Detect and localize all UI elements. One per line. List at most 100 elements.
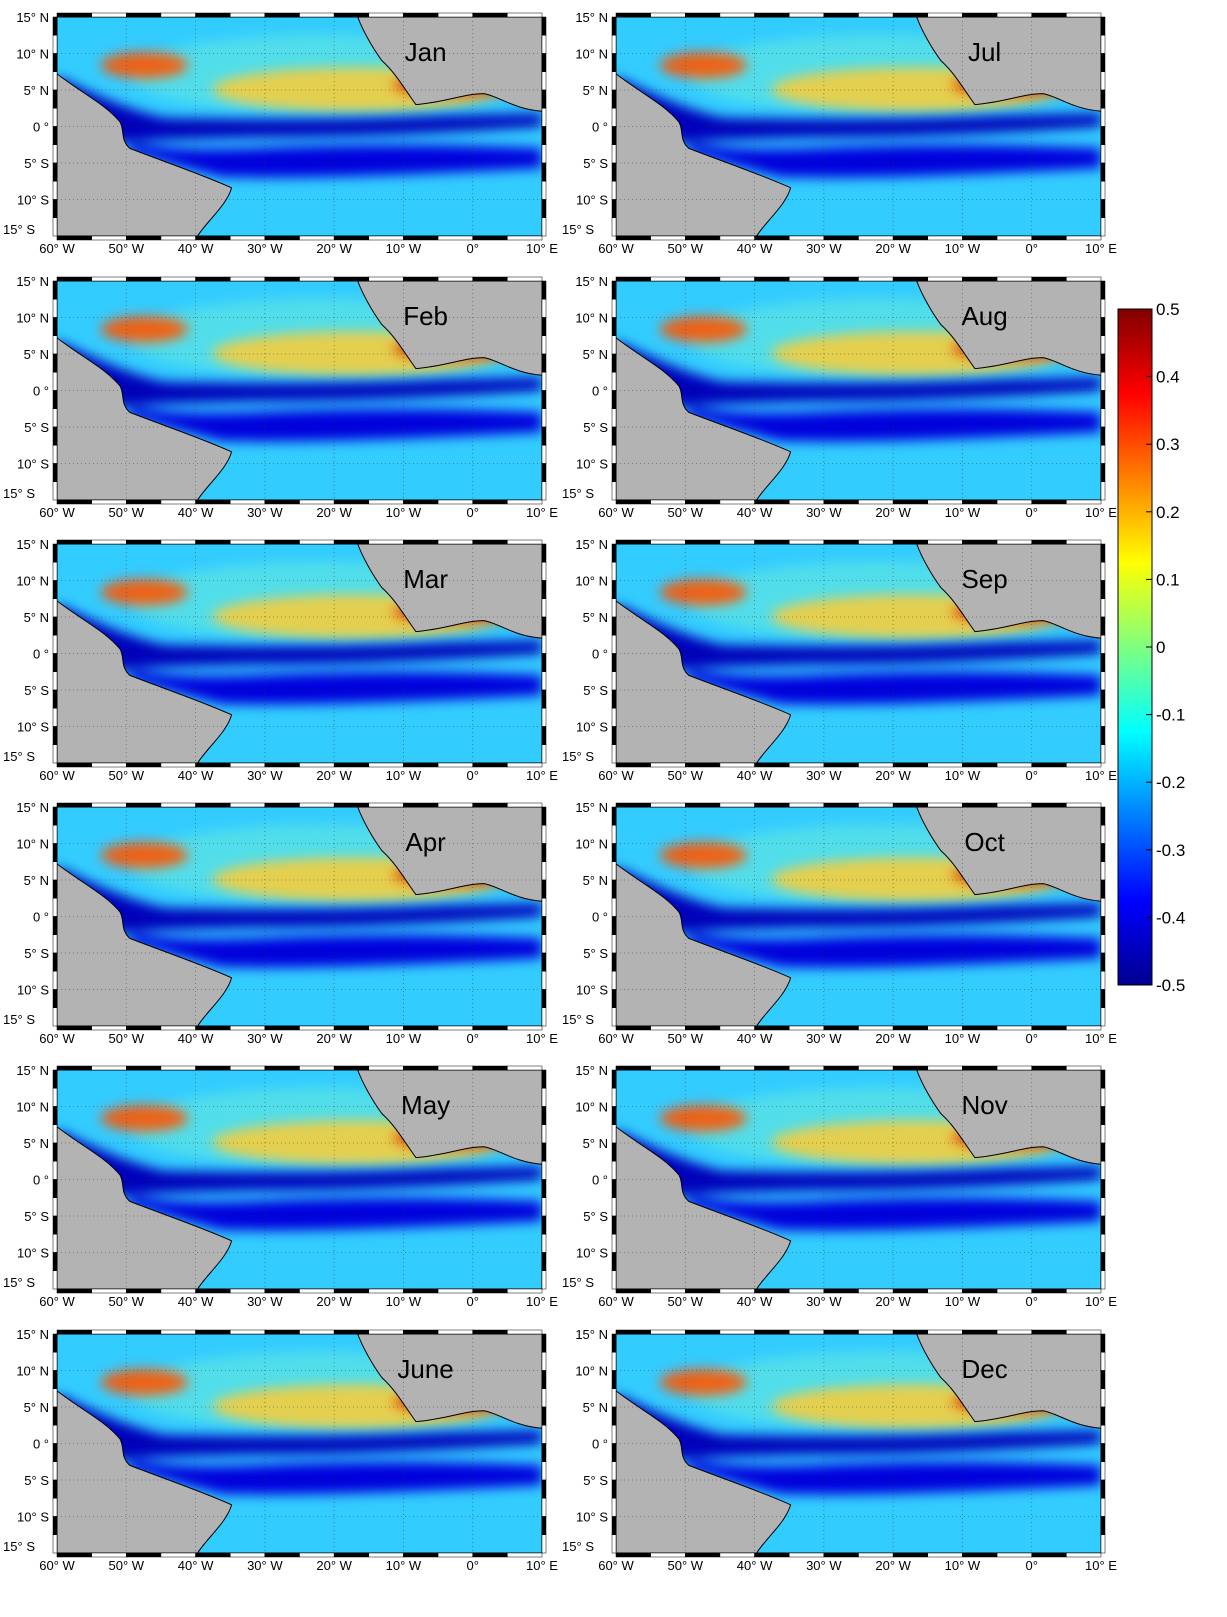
south-america-land — [616, 863, 792, 1026]
colorbar-tick-label: 0.4 — [1156, 368, 1180, 387]
lat-tick-label: 5° N — [24, 610, 49, 625]
south-america-land — [616, 1126, 792, 1289]
lat-tick-label: 10° N — [16, 1364, 49, 1379]
map-panel-apr: Apr 15° N 10° N 5° N 0 ° 5° S 10° S 15° S 60° W 5… — [3, 800, 558, 1046]
lon-tick-label: 40° W — [178, 505, 214, 520]
month-label: Aug — [961, 301, 1007, 331]
lon-tick-label: 40° W — [737, 1031, 773, 1046]
map-frame — [52, 1065, 547, 1294]
map-panel-jul: Jul 15° N 10° N 5° N 0 ° 5° S 10° S 15° S 60° W 5… — [562, 10, 1117, 256]
lon-tick-label: 40° W — [737, 768, 773, 783]
gridlines — [57, 1070, 542, 1289]
lon-tick-label: 10° E — [1085, 768, 1117, 783]
lon-tick-label: 60° W — [598, 768, 634, 783]
lat-tick-label: 15° S — [562, 1539, 594, 1554]
map-frame — [611, 276, 1106, 505]
lon-tick-label: 10° W — [945, 505, 981, 520]
lat-tick-label: 10° N — [16, 837, 49, 852]
lon-tick-label: 60° W — [598, 241, 634, 256]
lat-tick-label: 10° S — [576, 983, 608, 998]
lat-tick-label: 5° S — [24, 683, 49, 698]
lat-tick-label: 5° S — [583, 683, 608, 698]
africa-land — [357, 1070, 542, 1165]
south-america-land — [57, 863, 233, 1026]
south-america-land — [616, 337, 792, 500]
lat-tick-label: 10° S — [17, 983, 49, 998]
lat-tick-label: 15° N — [16, 1063, 49, 1078]
lon-tick-label: 10° W — [386, 1558, 422, 1573]
colorbar-tick-label: -0.3 — [1156, 841, 1185, 860]
lon-tick-label: 10° E — [526, 1031, 558, 1046]
lon-tick-label: 10° E — [526, 1294, 558, 1309]
lon-tick-label: 20° W — [316, 768, 352, 783]
lat-tick-label: 5° S — [24, 156, 49, 171]
lon-tick-label: 60° W — [39, 241, 75, 256]
lat-tick-label: 10° S — [17, 193, 49, 208]
lat-tick-label: 10° S — [576, 457, 608, 472]
lon-tick-label: 20° W — [316, 1294, 352, 1309]
gridlines — [57, 807, 542, 1026]
month-label: Nov — [961, 1090, 1007, 1120]
lat-tick-label: 15° N — [16, 800, 49, 815]
south-america-land — [57, 337, 233, 500]
africa-land — [916, 1070, 1101, 1165]
lon-tick-label: 0° — [466, 505, 478, 520]
gridlines — [616, 1334, 1101, 1553]
lat-tick-label: 15° S — [562, 749, 594, 764]
month-label: Feb — [403, 301, 448, 331]
month-label: June — [397, 1354, 453, 1384]
lon-tick-label: 30° W — [806, 1031, 842, 1046]
map-panel-may: May 15° N 10° N 5° N 0 ° 5° S 10° S 15° S 60° W 5… — [3, 1063, 558, 1309]
lat-tick-label: 10° S — [17, 457, 49, 472]
lat-tick-label: 10° S — [17, 1510, 49, 1525]
cold-anomaly — [616, 1393, 1101, 1495]
lat-tick-label: 15° N — [16, 274, 49, 289]
lon-tick-label: 10° W — [386, 241, 422, 256]
lat-tick-label: 5° S — [583, 420, 608, 435]
cold-anomaly — [57, 76, 542, 178]
lon-tick-label: 20° W — [316, 505, 352, 520]
lon-tick-label: 0° — [1025, 768, 1037, 783]
lat-tick-label: 0 ° — [33, 120, 49, 135]
lon-tick-label: 20° W — [316, 1558, 352, 1573]
south-america-land — [57, 1390, 233, 1553]
south-america-land — [616, 1390, 792, 1553]
colorbar-tick-label: 0.1 — [1156, 570, 1180, 589]
lon-tick-label: 20° W — [875, 1558, 911, 1573]
lat-tick-label: 5° S — [24, 946, 49, 961]
colorbar-tick-label: 0 — [1156, 638, 1165, 657]
lat-tick-label: 15° N — [575, 537, 608, 552]
map-frame — [52, 802, 547, 1031]
lat-tick-label: 10° N — [575, 47, 608, 62]
map-frame — [52, 276, 547, 505]
colorbar: 0.5 0.4 0.3 0.2 0.1 0 -0.1 -0.2 -0.3 -0.4 -0.5 — [1117, 300, 1185, 995]
map-panel-nov: Nov 15° N 10° N 5° N 0 ° 5° S 10° S 15° S 60° W 5… — [562, 1063, 1117, 1309]
lat-tick-label: 15° N — [16, 10, 49, 25]
lon-tick-label: 0° — [1025, 1558, 1037, 1573]
lat-tick-label: 5° N — [583, 83, 608, 98]
lon-tick-label: 40° W — [737, 241, 773, 256]
cold-anomaly — [616, 76, 1101, 178]
gridlines — [616, 17, 1101, 236]
gridlines — [57, 544, 542, 763]
lat-tick-label: 10° N — [575, 837, 608, 852]
lat-tick-label: 0 ° — [33, 1173, 49, 1188]
lat-tick-label: 10° N — [16, 1100, 49, 1115]
lon-tick-label: 30° W — [247, 241, 283, 256]
lon-tick-label: 50° W — [668, 1558, 704, 1573]
month-label: Apr — [405, 827, 446, 857]
map-panels: Jan 15° N 10° N 5° N 0 ° 5° S 10° S 15° S 60° W 5… — [3, 10, 1117, 1573]
lat-tick-label: 5° S — [583, 1209, 608, 1224]
month-label: Jan — [405, 37, 447, 67]
lon-tick-label: 10° E — [526, 1558, 558, 1573]
south-america-land — [57, 600, 233, 763]
lon-tick-label: 0° — [1025, 505, 1037, 520]
cold-anomaly — [57, 1129, 542, 1231]
africa-land — [916, 281, 1101, 376]
lat-tick-label: 10° S — [576, 1246, 608, 1261]
lat-tick-label: 15° N — [575, 10, 608, 25]
lon-tick-label: 0° — [466, 241, 478, 256]
lat-tick-label: 15° N — [575, 1063, 608, 1078]
lon-tick-label: 50° W — [109, 1558, 145, 1573]
